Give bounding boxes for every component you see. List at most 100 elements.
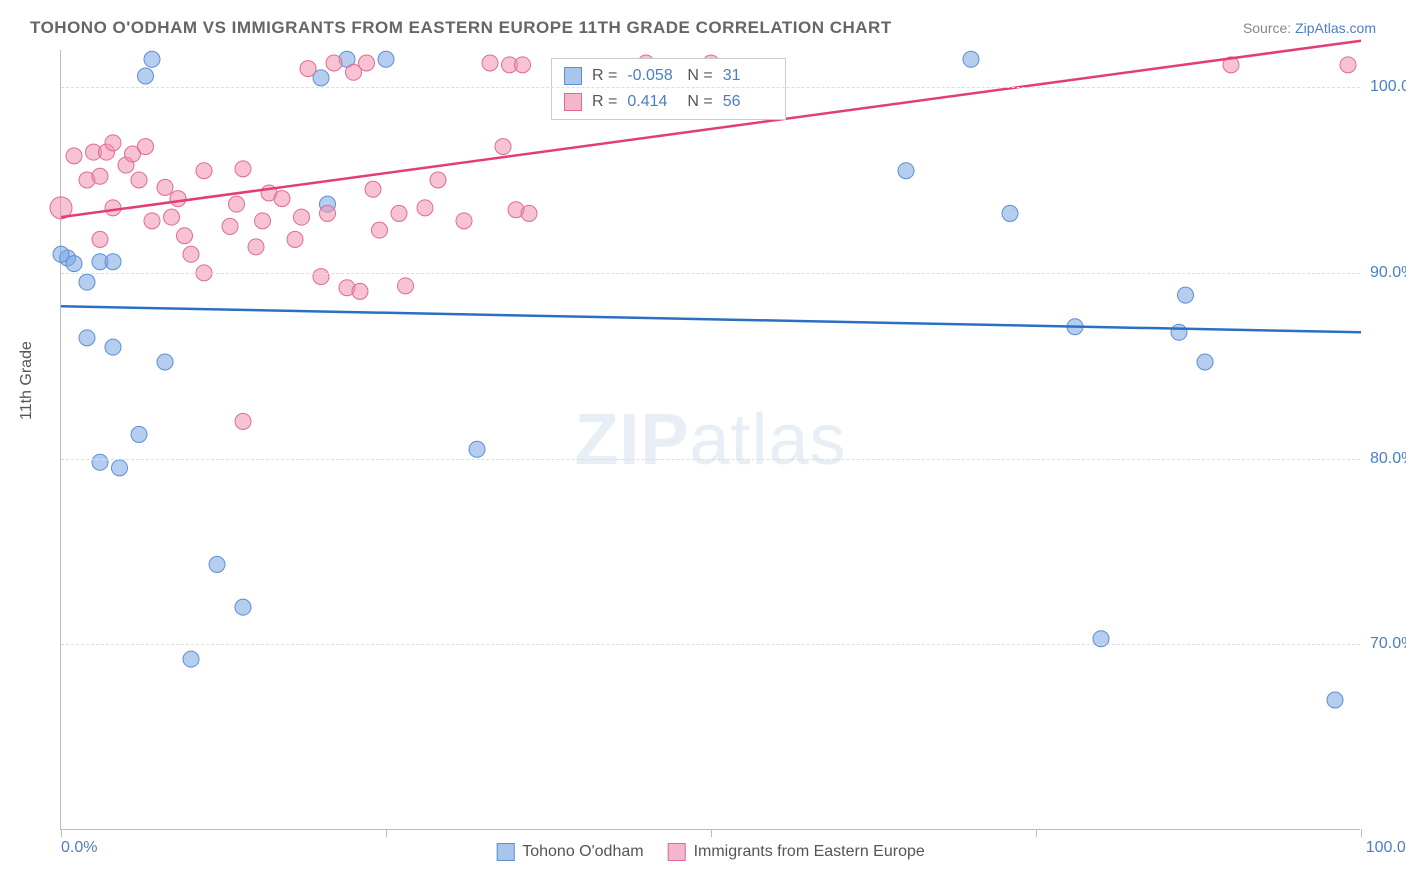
data-point [79,330,95,346]
correlation-legend: R = -0.058 N = 31 R = 0.414 N = 56 [551,58,786,120]
data-point [157,179,173,195]
chart-title: TOHONO O'ODHAM VS IMMIGRANTS FROM EASTER… [30,18,892,38]
data-point [53,246,69,262]
data-point [222,218,238,234]
legend-r-label: R = [592,63,617,89]
y-tick-label: 100.0% [1370,78,1406,96]
data-point [255,213,271,229]
data-point [183,651,199,667]
legend-series-name: Tohono O'odham [522,843,643,861]
data-point [235,413,251,429]
data-point [144,51,160,67]
legend-swatch [564,93,582,111]
data-point [138,139,154,155]
chart-container: TOHONO O'ODHAM VS IMMIGRANTS FROM EASTER… [0,0,1406,892]
y-tick-label: 80.0% [1370,450,1406,468]
data-point [456,213,472,229]
legend-r-value: 0.414 [627,89,677,115]
legend-series-name: Immigrants from Eastern Europe [694,843,925,861]
data-point [157,354,173,370]
x-tick [711,829,712,837]
data-point [352,283,368,299]
data-point [898,163,914,179]
data-point [521,205,537,221]
data-point [131,426,147,442]
data-point [105,200,121,216]
gridline [61,273,1360,274]
legend-item: Immigrants from Eastern Europe [668,843,925,861]
legend-n-label: N = [687,63,712,89]
data-point [398,278,414,294]
gridline [61,644,1360,645]
legend-swatch [668,843,686,861]
x-tick-label: 0.0% [61,839,97,857]
data-point [170,191,186,207]
data-point [229,196,245,212]
source-attribution: Source: ZipAtlas.com [1243,20,1376,36]
data-point [92,454,108,470]
data-point [1002,205,1018,221]
data-point [1327,692,1343,708]
legend-r-label: R = [592,89,617,115]
data-point [515,57,531,73]
data-point [235,161,251,177]
legend-row: R = -0.058 N = 31 [564,63,773,89]
legend-swatch [564,67,582,85]
data-point [300,61,316,77]
plot-area: ZIPatlas R =-0.058N =31R =0.414N =56 Toh… [60,50,1360,830]
data-point [1197,354,1213,370]
data-point [1178,287,1194,303]
data-point [1171,324,1187,340]
data-point [144,213,160,229]
data-point [177,228,193,244]
data-point [287,231,303,247]
data-point [164,209,180,225]
data-point [326,55,342,71]
source-value: ZipAtlas.com [1295,20,1376,36]
data-point [105,135,121,151]
plot-svg [61,50,1360,829]
data-point [131,172,147,188]
data-point [1340,57,1356,73]
data-point [320,205,336,221]
legend-n-value: 31 [723,63,773,89]
data-point [482,55,498,71]
legend-n-value: 56 [723,89,773,115]
gridline [61,87,1360,88]
data-point [430,172,446,188]
data-point [469,441,485,457]
y-axis-label: 11th Grade [18,341,36,420]
legend-r-value: -0.058 [627,63,677,89]
x-tick [1036,829,1037,837]
data-point [235,599,251,615]
data-point [112,460,128,476]
legend-swatch [496,843,514,861]
data-point [359,55,375,71]
data-point [417,200,433,216]
data-point [209,556,225,572]
data-point [378,51,394,67]
data-point [391,205,407,221]
data-point [313,269,329,285]
data-point [105,339,121,355]
y-tick-label: 90.0% [1370,264,1406,282]
source-label: Source: [1243,20,1291,36]
data-point [365,181,381,197]
data-point [79,274,95,290]
x-tick-label: 100.0% [1366,839,1406,857]
data-point [274,191,290,207]
data-point [963,51,979,67]
legend-row: R = 0.414 N = 56 [564,89,773,115]
data-point [495,139,511,155]
gridline [61,459,1360,460]
data-point [248,239,264,255]
legend-item: Tohono O'odham [496,843,643,861]
series-legend: Tohono O'odham Immigrants from Eastern Eu… [496,843,925,861]
x-tick [386,829,387,837]
data-point [66,148,82,164]
data-point [372,222,388,238]
data-point [92,168,108,184]
data-point [92,231,108,247]
legend-n-label: N = [687,89,712,115]
data-point [196,163,212,179]
